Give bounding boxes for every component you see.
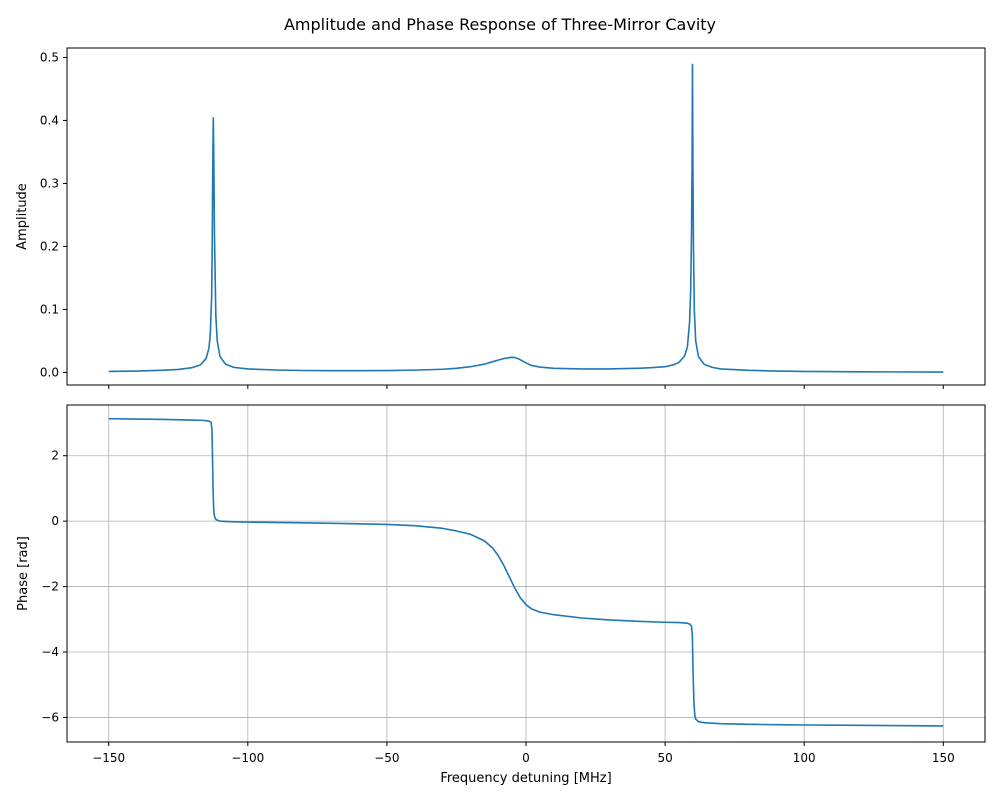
figure-title: Amplitude and Phase Response of Three-Mi… bbox=[284, 15, 716, 34]
amplitude-x-ticks bbox=[108, 385, 944, 389]
phase-x-tick-label: −50 bbox=[374, 751, 399, 765]
amplitude-y-tick-label: 0.1 bbox=[40, 302, 59, 316]
phase-y-tick-label: 0 bbox=[51, 514, 59, 528]
amplitude-subplot: 0.0 0.1 0.2 0.3 0.4 0.5 Amplitude bbox=[15, 47, 986, 389]
amplitude-y-tick-label: 0.3 bbox=[40, 176, 59, 190]
phase-y-tick-label: −2 bbox=[41, 580, 59, 594]
phase-x-axis-label: Frequency detuning [MHz] bbox=[440, 771, 611, 786]
phase-x-tick-label: 50 bbox=[657, 751, 672, 765]
amplitude-series-line bbox=[108, 63, 944, 373]
amplitude-y-tick-label: 0.5 bbox=[40, 50, 59, 64]
phase-x-tick-label: 100 bbox=[793, 751, 816, 765]
phase-x-tick-label: 150 bbox=[932, 751, 955, 765]
amplitude-y-axis-label: Amplitude bbox=[15, 183, 30, 250]
amplitude-y-tick-label: 0.4 bbox=[40, 113, 59, 127]
phase-series-line bbox=[108, 417, 944, 727]
phase-x-ticks: −150 −100 −50 0 50 100 150 bbox=[92, 742, 955, 765]
amplitude-y-tick-label: 0.2 bbox=[40, 239, 59, 253]
phase-subplot: −150 −100 −50 0 50 100 150 −6 −4 −2 0 2 Phase [rad… bbox=[16, 404, 986, 786]
phase-series bbox=[108, 417, 944, 727]
phase-x-tick-label: −150 bbox=[92, 751, 125, 765]
phase-y-tick-label: 2 bbox=[51, 449, 59, 463]
amplitude-y-tick-label: 0.0 bbox=[40, 365, 59, 379]
phase-y-axis-label: Phase [rad] bbox=[16, 536, 31, 611]
phase-y-tick-label: −6 bbox=[41, 710, 59, 724]
phase-x-tick-label: −100 bbox=[231, 751, 264, 765]
phase-y-tick-label: −4 bbox=[41, 645, 59, 659]
amplitude-y-ticks: 0.0 0.1 0.2 0.3 0.4 0.5 bbox=[40, 50, 67, 379]
phase-x-tick-label: 0 bbox=[522, 751, 530, 765]
phase-y-ticks: −6 −4 −2 0 2 bbox=[41, 449, 67, 724]
amplitude-series bbox=[108, 63, 944, 373]
